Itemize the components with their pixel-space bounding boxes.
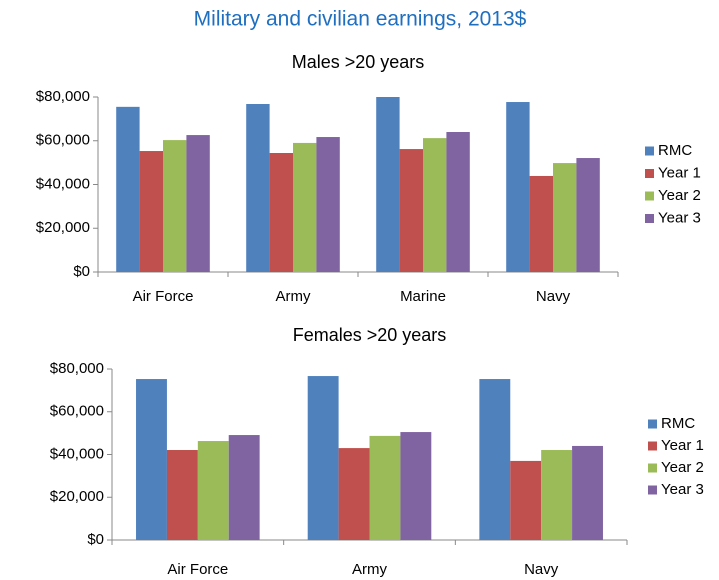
bar: [541, 450, 573, 540]
y-tick-label: $0: [87, 531, 104, 548]
bar: [369, 435, 401, 540]
y-tick-label: $20,000: [36, 219, 90, 236]
legend-label: Year 1: [658, 164, 701, 181]
legend-label: Year 2: [661, 459, 704, 476]
legend-swatch: [645, 214, 654, 223]
y-tick-label: $60,000: [36, 132, 90, 149]
legend-swatch: [648, 441, 657, 451]
bar: [166, 450, 198, 540]
bar: [269, 153, 293, 272]
chart-title: Males >20 years: [292, 52, 425, 72]
x-tick-label: Air Force: [133, 288, 194, 305]
bar: [572, 445, 603, 540]
bar: [446, 132, 470, 272]
legend-swatch: [645, 146, 654, 156]
legend-label: Year 3: [661, 481, 704, 498]
bar: [510, 460, 542, 540]
bar: [136, 379, 167, 540]
y-tick-label: $20,000: [50, 488, 104, 505]
x-tick-label: Navy: [536, 288, 571, 305]
bar: [246, 104, 270, 272]
chart-title: Females >20 years: [293, 325, 447, 345]
legend-swatch: [645, 169, 654, 178]
bar: [228, 435, 260, 540]
legend-swatch: [648, 485, 657, 495]
y-tick-label: $80,000: [50, 360, 104, 377]
bar: [529, 175, 553, 272]
y-tick-label: $80,000: [36, 88, 90, 105]
x-tick-label: Navy: [524, 561, 559, 578]
y-tick-label: $0: [73, 263, 90, 280]
bar: [307, 376, 339, 540]
page-title: Military and civilian earnings, 2013$: [194, 8, 527, 31]
legend-label: Year 2: [658, 187, 701, 204]
legend-swatch: [648, 463, 657, 473]
legend-swatch: [645, 191, 654, 201]
legend-label: Year 3: [658, 209, 701, 226]
x-tick-label: Marine: [400, 288, 446, 305]
bar: [400, 432, 432, 540]
bar: [376, 97, 400, 272]
legend-label: RMC: [661, 415, 695, 432]
x-tick-label: Army: [352, 561, 387, 578]
bar: [423, 138, 447, 272]
bar: [576, 158, 600, 272]
bar: [163, 140, 187, 272]
bar: [293, 142, 317, 272]
x-tick-label: Air Force: [167, 561, 228, 578]
bar: [316, 137, 340, 272]
y-tick-label: $40,000: [50, 445, 104, 462]
bar: [553, 163, 577, 272]
y-tick-label: $60,000: [50, 403, 104, 420]
x-tick-label: Army: [276, 288, 311, 305]
bar: [399, 149, 423, 272]
bar: [479, 379, 511, 540]
bar: [506, 102, 530, 272]
bar: [186, 135, 210, 272]
legend-swatch: [648, 419, 657, 429]
bar: [197, 441, 229, 540]
bar: [338, 448, 370, 540]
y-tick-label: $40,000: [36, 175, 90, 192]
legend-label: Year 1: [661, 437, 704, 454]
bar: [139, 151, 163, 272]
legend-label: RMC: [658, 142, 692, 159]
bar: [116, 106, 140, 272]
